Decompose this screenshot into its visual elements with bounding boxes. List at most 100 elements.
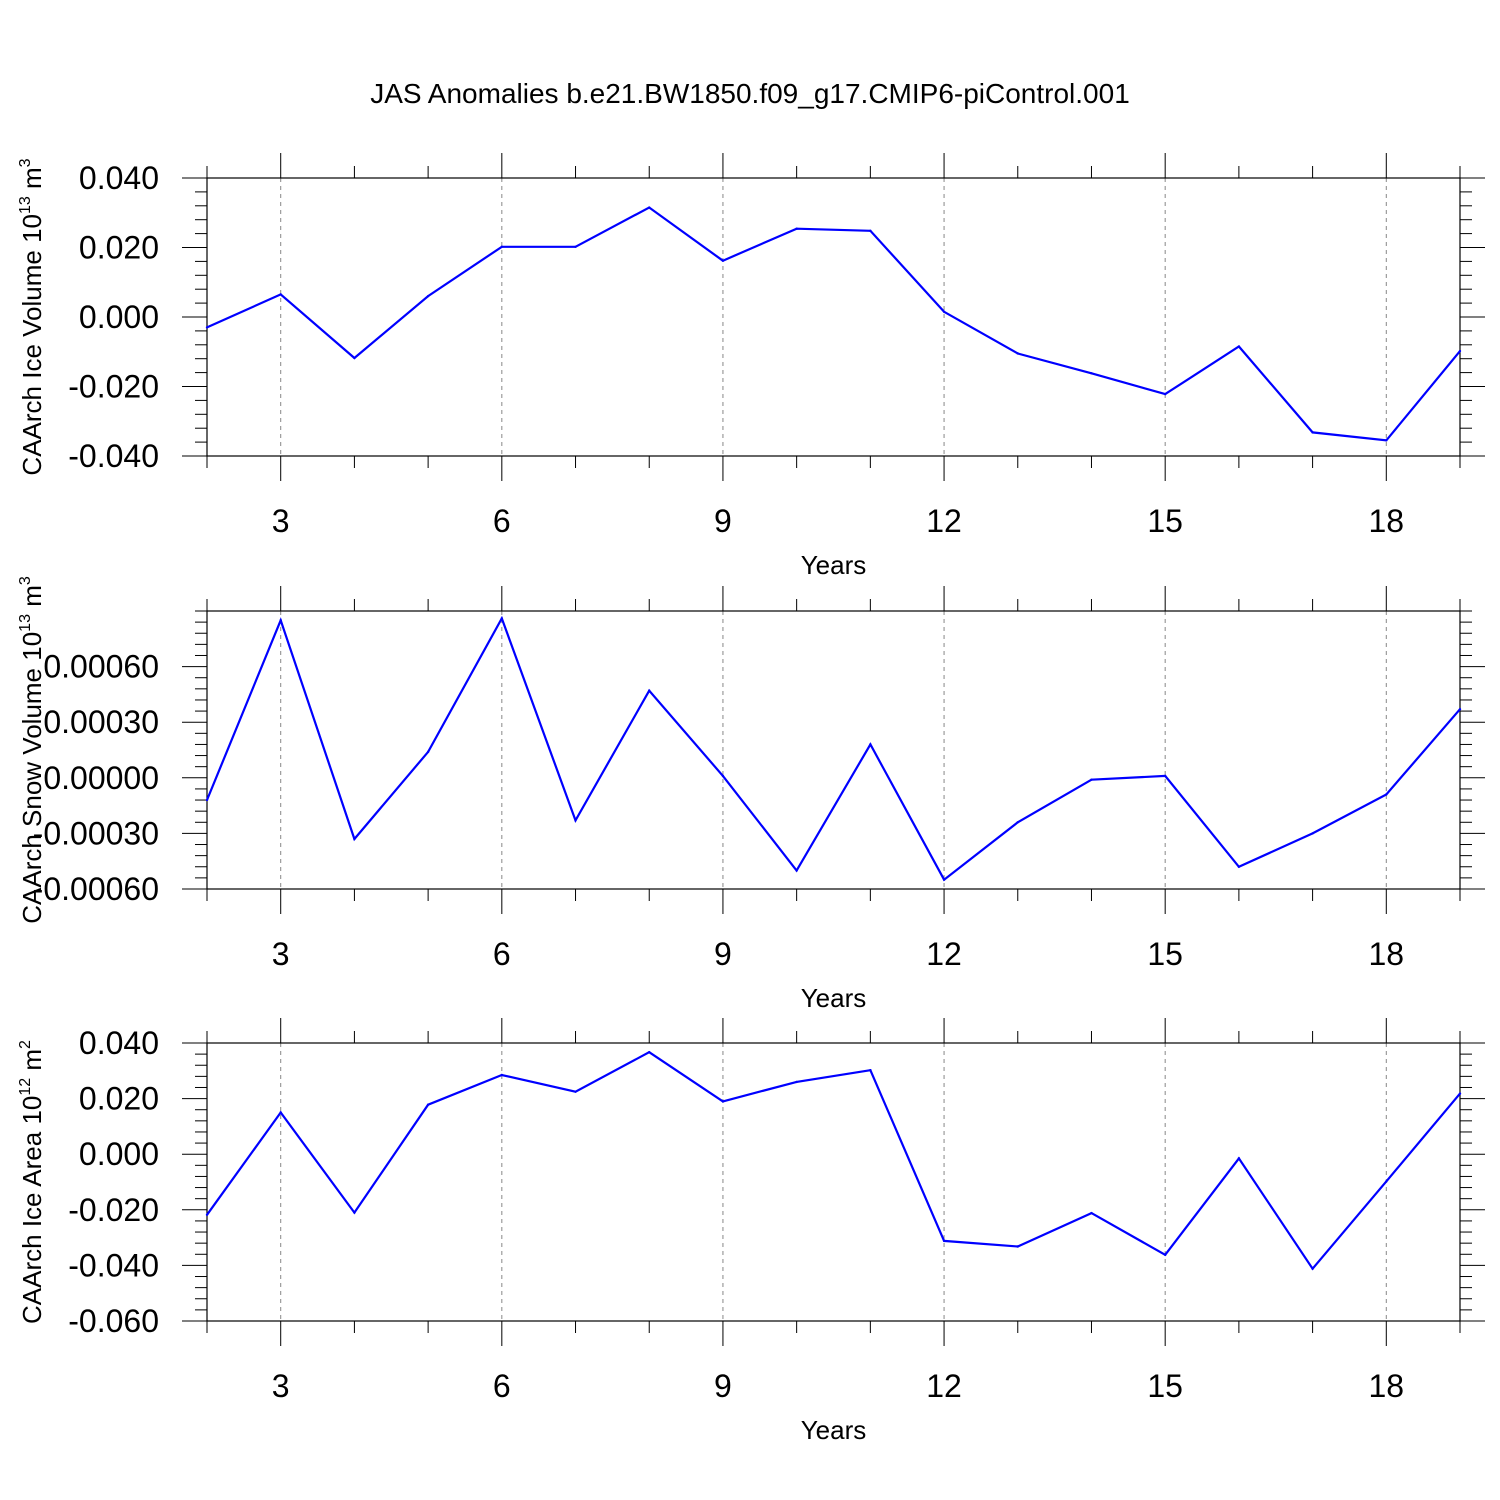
plot-frame [206, 610, 1461, 890]
data-point [869, 743, 872, 746]
data-point [1458, 349, 1462, 353]
data-point [1016, 821, 1019, 824]
y-axis-label: CAArch Snow Volume 1013 m3 [17, 576, 47, 924]
data-point [205, 326, 209, 329]
x-tick-label: 9 [714, 936, 732, 972]
x-tick-label: 18 [1368, 936, 1404, 972]
data-point [1385, 439, 1388, 442]
data-point [1458, 1092, 1462, 1095]
data-point [795, 227, 798, 230]
x-tick-label: 15 [1147, 503, 1183, 539]
data-point [1237, 865, 1241, 868]
chart-panel-2: -0.00060 -0.00030 0.00000 0.00030 0.00060 3 6 9… [17, 576, 1485, 1013]
data-point [1385, 793, 1388, 796]
x-tick-label: 9 [714, 503, 732, 539]
series-line [205, 615, 1461, 882]
data-point [721, 259, 725, 262]
x-axis-label: Years [801, 1415, 867, 1445]
y-tick-label: 0.00030 [43, 704, 159, 740]
data-point [1458, 708, 1462, 711]
plot-frame [206, 1042, 1461, 1322]
data-point [1385, 1180, 1388, 1183]
series-line [206, 1050, 1461, 1271]
data-point [574, 1090, 577, 1093]
data-point [648, 206, 651, 209]
data-point [869, 229, 872, 233]
data-point [942, 1239, 946, 1243]
y-tick-label: -0.00060 [33, 871, 159, 907]
data-point [1016, 352, 1019, 355]
x-tick-label: 15 [1147, 1368, 1183, 1404]
x-tick-label: 6 [493, 1368, 511, 1404]
data-point [574, 819, 577, 822]
y-tick-label: 0.00000 [43, 760, 159, 796]
y-tick-label: 0.020 [79, 1081, 159, 1117]
y-tick-label: 0.040 [79, 1025, 159, 1061]
data-point [1311, 1267, 1314, 1270]
data-point [353, 837, 356, 841]
data-point [500, 617, 504, 620]
data-point [279, 1111, 282, 1114]
data-point [1163, 1253, 1167, 1257]
y-tick-label: -0.020 [68, 369, 159, 405]
data-point [795, 1080, 798, 1084]
figure-title: JAS Anomalies b.e21.BW1850.f09_g17.CMIP6… [370, 78, 1130, 109]
data-point [942, 878, 946, 881]
x-tick-label: 6 [493, 503, 511, 539]
data-point [648, 1050, 651, 1054]
data-point [1237, 345, 1241, 348]
data-point [426, 750, 430, 754]
y-tick-label: 0.000 [79, 299, 159, 335]
x-tick-label: 12 [926, 936, 962, 972]
x-tick-label: 9 [714, 1368, 732, 1404]
y-tick-label: 0.00060 [43, 649, 159, 685]
x-axis-label: Years [801, 550, 867, 580]
data-point [353, 1211, 356, 1214]
data-point [353, 356, 356, 360]
data-point [205, 798, 209, 802]
chart-panel-3: -0.060 -0.040 -0.020 0.000 0.020 0.040 3 6 9 12 15… [17, 1018, 1485, 1445]
y-axis-label: CAArch Ice Volume 1013 m3 [17, 158, 47, 475]
y-tick-label: -0.060 [68, 1303, 159, 1339]
x-tick-label: 3 [272, 503, 290, 539]
data-point [1163, 392, 1167, 396]
x-tick-label: 12 [926, 503, 962, 539]
data-point [1090, 778, 1093, 781]
y-tick-label: -0.040 [68, 438, 159, 474]
x-tick-label: 18 [1368, 503, 1404, 539]
data-point [500, 245, 504, 249]
x-axis-label: Years [801, 983, 867, 1013]
data-point [1090, 372, 1093, 375]
data-point [942, 310, 946, 313]
data-point [721, 774, 725, 778]
chart-panel-1: -0.040 -0.020 0.000 0.020 0.040 3 6 9 12 15 18 Year… [17, 153, 1485, 580]
y-tick-label: 0.040 [79, 160, 159, 196]
plot-frame [206, 177, 1461, 457]
data-point [721, 1100, 725, 1103]
x-tick-label: 12 [926, 1368, 962, 1404]
data-point [574, 245, 577, 249]
y-tick-label: 0.020 [79, 230, 159, 266]
data-point [1163, 774, 1167, 778]
y-axis-label: CAArch Ice Area 1012 m2 [17, 1040, 47, 1324]
data-point [1311, 431, 1314, 434]
x-tick-label: 6 [493, 936, 511, 972]
series-line [206, 206, 1461, 442]
x-tick-label: 3 [272, 1368, 290, 1404]
data-point [426, 1103, 430, 1106]
data-point [1090, 1211, 1093, 1215]
y-tick-label: 0.000 [79, 1136, 159, 1172]
y-tick-label: -0.040 [68, 1247, 159, 1283]
data-point [648, 689, 651, 692]
data-point [1311, 832, 1314, 835]
x-tick-label: 3 [272, 936, 290, 972]
data-point [279, 619, 282, 622]
x-tick-label: 18 [1368, 1368, 1404, 1404]
data-point [869, 1069, 872, 1072]
data-point [500, 1073, 504, 1077]
y-tick-label: -0.00030 [33, 815, 159, 851]
data-point [205, 1213, 209, 1217]
data-point [795, 869, 798, 872]
data-point [426, 294, 430, 298]
